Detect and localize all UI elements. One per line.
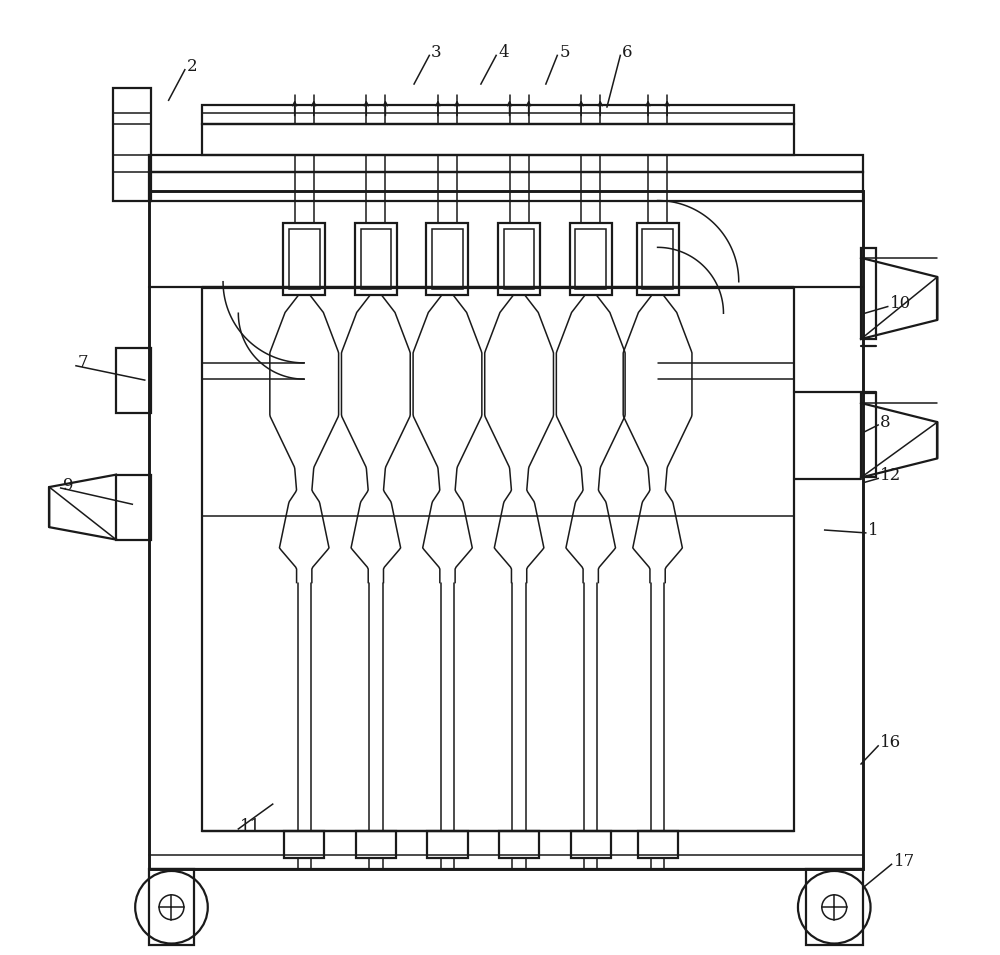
Bar (356, 831, 396, 858)
Bar (432, 229, 463, 289)
Bar (499, 831, 539, 858)
Text: 10: 10 (890, 295, 911, 312)
Bar (642, 229, 673, 289)
Bar (116, 348, 151, 413)
Bar (355, 223, 397, 295)
Bar (202, 105, 794, 124)
Text: 9: 9 (63, 477, 73, 494)
Text: 12: 12 (880, 467, 901, 484)
Bar (116, 475, 151, 540)
Bar (575, 229, 606, 289)
Bar (283, 223, 325, 295)
Bar (149, 191, 863, 869)
Bar (202, 288, 794, 831)
Text: 2: 2 (187, 58, 197, 75)
Text: 6: 6 (622, 44, 633, 61)
Bar (571, 831, 611, 858)
Bar (570, 223, 612, 295)
Bar (426, 223, 468, 295)
Bar (806, 869, 863, 945)
Bar (427, 831, 468, 858)
Bar (149, 869, 194, 945)
Bar (504, 229, 534, 289)
Bar (202, 124, 794, 155)
Text: 1: 1 (868, 521, 878, 539)
Text: 17: 17 (893, 853, 915, 870)
Text: 11: 11 (240, 817, 261, 835)
Bar (637, 223, 679, 295)
Bar (861, 393, 876, 478)
Text: 3: 3 (431, 44, 442, 61)
Bar (361, 229, 391, 289)
Bar (149, 155, 863, 172)
Bar (638, 831, 678, 858)
Text: 4: 4 (498, 44, 509, 61)
Bar (149, 172, 863, 201)
Bar (498, 223, 540, 295)
Text: 5: 5 (559, 44, 570, 61)
Bar (284, 831, 324, 858)
Bar (113, 88, 151, 201)
Bar (861, 248, 876, 339)
Text: 8: 8 (880, 414, 891, 431)
Text: 16: 16 (880, 734, 901, 752)
Text: 7: 7 (78, 354, 89, 371)
Bar (289, 229, 320, 289)
